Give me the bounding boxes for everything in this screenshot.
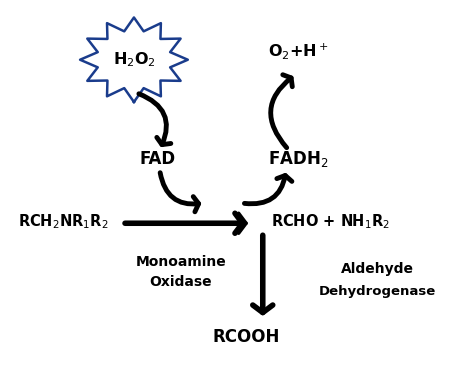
FancyArrowPatch shape (160, 173, 199, 212)
Text: FADH$_2$: FADH$_2$ (268, 149, 328, 169)
Text: RCOOH: RCOOH (213, 328, 280, 346)
FancyArrowPatch shape (271, 75, 292, 148)
FancyArrowPatch shape (245, 175, 292, 204)
Text: Monoamine: Monoamine (136, 255, 226, 269)
Text: Dehydrogenase: Dehydrogenase (319, 285, 436, 298)
FancyArrowPatch shape (139, 94, 171, 145)
Text: Aldehyde: Aldehyde (341, 262, 414, 276)
Text: H$_2$O$_2$: H$_2$O$_2$ (112, 50, 155, 69)
Text: RCHO + NH$_1$R$_2$: RCHO + NH$_1$R$_2$ (271, 212, 390, 231)
Text: RCH$_2$NR$_1$R$_2$: RCH$_2$NR$_1$R$_2$ (18, 212, 109, 231)
Text: O$_2$+H$^+$: O$_2$+H$^+$ (268, 41, 328, 60)
Text: Oxidase: Oxidase (149, 275, 212, 289)
Text: FAD: FAD (139, 150, 175, 168)
